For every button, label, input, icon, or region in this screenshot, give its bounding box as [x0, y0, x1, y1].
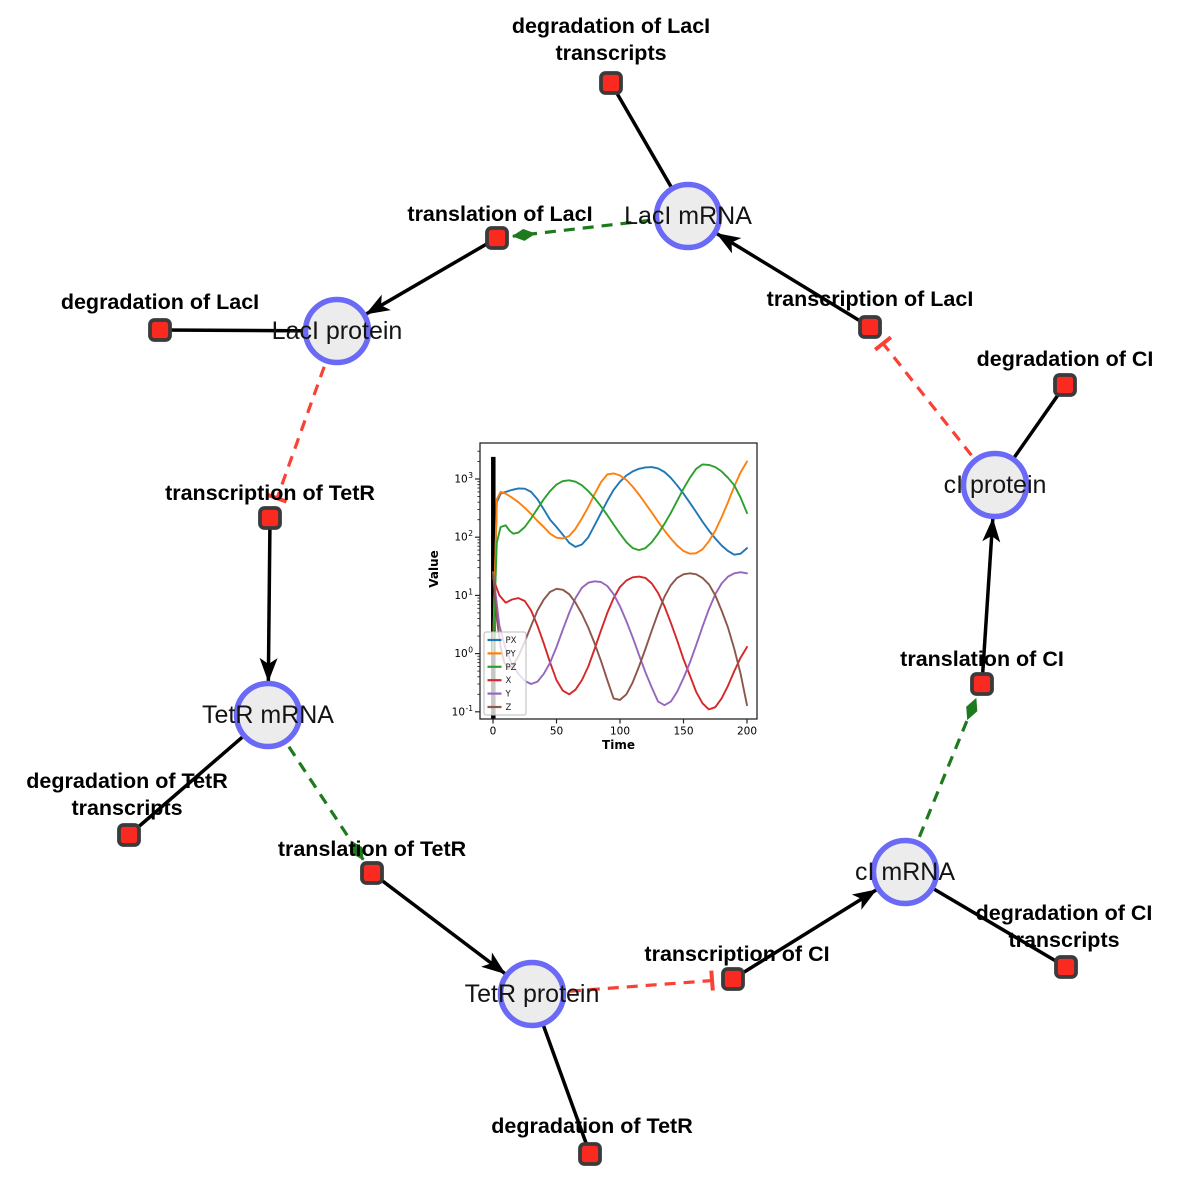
x-tick-label: 200 [737, 726, 757, 738]
reaction-label-translation_laci: translation of LacI [407, 202, 592, 226]
legend-label-X: X [506, 676, 512, 686]
reaction-label-deg_laci_transcripts: degradation of LacI transcripts [512, 14, 710, 65]
y-tick-label: 10-1 [452, 704, 474, 719]
reaction-label-degradation_ci: degradation of CI [977, 347, 1154, 371]
reaction-label-transcription_laci: transcription of LacI [767, 287, 974, 311]
reaction-label-degradation_tetr: degradation of TetR [491, 1114, 693, 1138]
reaction-node-transcription_laci[interactable] [858, 315, 882, 339]
reaction-label-degradation_laci: degradation of LacI [61, 290, 259, 314]
reaction-node-deg_laci_transcripts[interactable] [599, 71, 623, 95]
reaction-node-degradation_ci[interactable] [1053, 373, 1077, 397]
edge-modifier-ci_mrna-translation_ci [903, 697, 978, 873]
reaction-label-translation_ci: translation of CI [900, 647, 1064, 671]
reaction-node-deg_tetr_transcripts[interactable] [117, 823, 141, 847]
reaction-node-deg_ci_transcripts[interactable] [1054, 955, 1078, 979]
reaction-node-translation_ci[interactable] [970, 672, 994, 696]
species-label-tetr_mrna: TetR mRNA [202, 701, 334, 729]
y-tick-label: 102 [454, 529, 473, 544]
species-label-tetr_protein: TetR protein [465, 980, 600, 1008]
plot-frame [479, 442, 758, 720]
x-tick-label: 100 [610, 726, 630, 738]
timeseries-plot: 10-1 100 101 102 103 0 50 100 150 200 PX PY PZ XYZ [452, 442, 758, 738]
series-X [492, 575, 748, 711]
reaction-node-translation_tetr[interactable] [360, 861, 384, 885]
species-label-ci_mrna: cI mRNA [855, 858, 955, 886]
edge-product-transcription_ci-ci_mrna [732, 888, 878, 981]
series-PY [492, 460, 748, 655]
series-Y [492, 571, 748, 707]
series-PX [492, 466, 748, 655]
species-label-laci_mrna: LacI mRNA [624, 202, 752, 230]
legend-label-PY: PY [506, 649, 517, 659]
species-node-ci_protein[interactable] [960, 450, 1030, 520]
chart-xlabel: Time [602, 738, 635, 752]
species-label-laci_protein: LacI protein [272, 317, 403, 345]
edge-product-translation_ci-ci_protein [980, 517, 1001, 685]
species-label-ci_protein: cI protein [944, 471, 1047, 499]
reaction-node-transcription_ci[interactable] [721, 967, 745, 991]
reaction-label-transcription_tetr: transcription of TetR [165, 481, 375, 505]
species-node-tetr_mrna[interactable] [233, 680, 303, 750]
y-tick-label: 103 [454, 471, 473, 486]
x-tick-label: 150 [673, 726, 693, 738]
reaction-node-translation_laci[interactable] [485, 226, 509, 250]
reaction-node-transcription_tetr[interactable] [258, 506, 282, 530]
plot-legend: PX PY PZ XYZ [483, 631, 527, 716]
y-tick-label: 101 [454, 587, 473, 602]
x-tick-label: 0 [490, 726, 497, 738]
reaction-label-deg_tetr_transcripts: degradation of TetR transcripts [26, 769, 228, 820]
species-node-tetr_protein[interactable] [497, 959, 567, 1029]
reaction-label-deg_ci_transcripts: degradation of CI transcripts [976, 901, 1153, 952]
species-node-laci_protein[interactable] [302, 296, 372, 366]
edge-product-transcription_laci-laci_mrna [716, 232, 871, 329]
species-node-ci_mrna[interactable] [870, 837, 940, 907]
legend-label-PZ: PZ [506, 663, 517, 673]
y-tick-label: 100 [454, 646, 473, 661]
x-tick-label: 50 [550, 726, 563, 738]
legend-label-Y: Y [505, 690, 512, 700]
legend-label-PX: PX [506, 636, 517, 646]
reaction-node-degradation_laci[interactable] [148, 318, 172, 342]
series-PZ [492, 463, 748, 655]
reaction-node-degradation_tetr[interactable] [578, 1142, 602, 1166]
chart-ylabel: Value [427, 550, 441, 588]
edge-product-transcription_tetr-tetr_mrna [259, 517, 278, 683]
edge-product-translation_tetr-tetr_protein [370, 871, 506, 975]
species-node-laci_mrna[interactable] [653, 181, 723, 251]
reaction-label-translation_tetr: translation of TetR [278, 837, 467, 861]
legend-label-Z: Z [506, 703, 512, 713]
edge-product-translation_laci-laci_protein [365, 236, 498, 316]
reaction-label-transcription_ci: transcription of CI [644, 942, 829, 966]
